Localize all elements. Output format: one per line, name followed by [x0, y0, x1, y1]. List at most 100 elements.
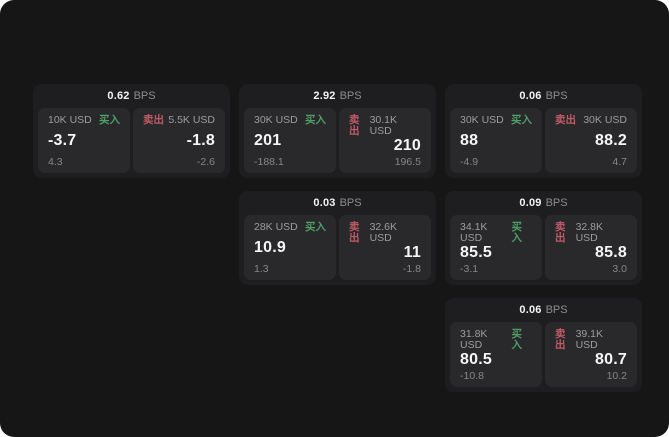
sell-panel-top: 卖出 30K USD: [555, 115, 627, 126]
sell-amount: 39.1K USD: [575, 328, 604, 351]
buy-sub-value: -4.9: [460, 155, 479, 168]
buy-panel-top: 34.1K USD 买入: [460, 222, 532, 243]
sell-amount: 30.1K USD: [369, 114, 398, 137]
buy-sub-value: -188.1: [254, 155, 284, 168]
buy-sub-value: -10.8: [460, 369, 484, 382]
sell-panel-top: 卖出 32.6K USD: [349, 222, 421, 243]
sell-side-label: 卖出: [143, 114, 164, 126]
buy-price: 201: [254, 132, 282, 149]
sell-price: 11: [403, 244, 421, 262]
bps-value: 2.92: [313, 90, 336, 102]
buy-panel[interactable]: 28K USD 买入 10.9 1.3: [244, 215, 336, 280]
sell-sub-value: -2.6: [196, 155, 215, 168]
buy-amount: 34.1K USD: [460, 221, 488, 244]
quote-panels: 34.1K USD 买入 85.5 -3.1 卖出 32.8K USD 85.8…: [450, 215, 637, 280]
buy-panel[interactable]: 30K USD 买入 88 -4.9: [450, 108, 542, 173]
bps-value: 0.06: [519, 304, 542, 316]
card-header: 0.06 BPS: [450, 298, 637, 322]
buy-panel-top: 10K USD 买入: [48, 115, 120, 126]
sell-side-label: 卖出: [349, 114, 360, 137]
sell-sub-value: 196.5: [394, 155, 421, 168]
buy-price: 80.5: [460, 351, 492, 369]
sell-panel-top: 卖出 30.1K USD: [349, 115, 421, 136]
bps-unit-label: BPS: [545, 90, 568, 102]
buy-panel[interactable]: 31.8K USD 买入 80.5 -10.8: [450, 322, 542, 387]
buy-price: 10.9: [254, 239, 286, 256]
quote-panels: 31.8K USD 买入 80.5 -10.8 卖出 39.1K USD 80.…: [450, 322, 637, 387]
sell-panel[interactable]: 卖出 32.8K USD 85.8 3.0: [545, 215, 637, 280]
quote-card[interactable]: 0.06 BPS 31.8K USD 买入 80.5 -10.8 卖出 39.1…: [445, 298, 642, 392]
buy-panel[interactable]: 34.1K USD 买入 85.5 -3.1: [450, 215, 542, 280]
sell-panel[interactable]: 卖出 39.1K USD 80.7 10.2: [545, 322, 637, 387]
buy-side-label: 买入: [99, 114, 120, 126]
sell-panel-top: 卖出 32.8K USD: [555, 222, 627, 243]
buy-amount: 28K USD: [254, 221, 298, 233]
sell-price: 80.7: [595, 351, 627, 369]
buy-amount: 31.8K USD: [460, 328, 488, 351]
sell-side-label: 卖出: [555, 328, 566, 351]
buy-panel-top: 30K USD 买入: [460, 115, 532, 126]
bps-value: 0.62: [107, 90, 130, 102]
sell-panel[interactable]: 卖出 5.5K USD -1.8 -2.6: [133, 108, 225, 173]
sell-side-label: 卖出: [555, 114, 576, 126]
buy-sub-value: -3.1: [460, 262, 479, 275]
bps-value: 0.03: [313, 197, 336, 209]
card-header: 0.03 BPS: [244, 191, 431, 215]
buy-panel[interactable]: 30K USD 买入 201 -188.1: [244, 108, 336, 173]
sell-panel-top: 卖出 39.1K USD: [555, 329, 627, 350]
sell-amount: 32.6K USD: [369, 221, 398, 244]
buy-panel[interactable]: 10K USD 买入 -3.7 4.3: [38, 108, 130, 173]
buy-price: 88: [460, 132, 479, 149]
sell-amount: 32.8K USD: [575, 221, 604, 244]
sell-amount: 30K USD: [583, 114, 627, 126]
sell-sub-value: 10.2: [606, 369, 627, 382]
buy-amount: 30K USD: [254, 114, 298, 126]
sell-amount: 5.5K USD: [168, 114, 215, 126]
sell-sub-value: 3.0: [612, 262, 627, 275]
quote-card[interactable]: 0.03 BPS 28K USD 买入 10.9 1.3 卖出 32.6K US…: [239, 191, 436, 285]
buy-side-label: 买入: [305, 114, 326, 126]
buy-sub-value: 4.3: [48, 155, 63, 168]
card-header: 2.92 BPS: [244, 84, 431, 108]
sell-side-label: 卖出: [349, 221, 360, 244]
quote-card[interactable]: 0.09 BPS 34.1K USD 买入 85.5 -3.1 卖出 32.8K…: [445, 191, 642, 285]
bps-value: 0.06: [519, 90, 542, 102]
sell-panel[interactable]: 卖出 30.1K USD 210 196.5: [339, 108, 431, 173]
bps-unit-label: BPS: [339, 90, 362, 102]
quote-card-grid: 0.62 BPS 10K USD 买入 -3.7 4.3 卖出 5.5K USD…: [33, 84, 642, 392]
sell-price: 88.2: [595, 132, 627, 149]
buy-side-label: 买入: [511, 221, 522, 244]
bps-unit-label: BPS: [545, 304, 568, 316]
sell-side-label: 卖出: [555, 221, 566, 244]
quote-panels: 30K USD 买入 88 -4.9 卖出 30K USD 88.2 4.7: [450, 108, 637, 173]
sell-panel[interactable]: 卖出 30K USD 88.2 4.7: [545, 108, 637, 173]
sell-sub-value: -1.8: [402, 262, 421, 275]
buy-price: -3.7: [48, 132, 77, 149]
buy-panel-top: 28K USD 买入: [254, 222, 326, 233]
bps-unit-label: BPS: [133, 90, 156, 102]
buy-amount: 30K USD: [460, 114, 504, 126]
buy-panel-top: 30K USD 买入: [254, 115, 326, 126]
quote-card[interactable]: 0.06 BPS 30K USD 买入 88 -4.9 卖出 30K USD 8…: [445, 84, 642, 178]
quote-panels: 28K USD 买入 10.9 1.3 卖出 32.6K USD 11 -1.8: [244, 215, 431, 280]
bps-value: 0.09: [519, 197, 542, 209]
card-header: 0.09 BPS: [450, 191, 637, 215]
buy-side-label: 买入: [511, 114, 532, 126]
buy-side-label: 买入: [305, 221, 326, 233]
card-header: 0.62 BPS: [38, 84, 225, 108]
sell-panel-top: 卖出 5.5K USD: [143, 115, 215, 126]
quote-card[interactable]: 2.92 BPS 30K USD 买入 201 -188.1 卖出 30.1K …: [239, 84, 436, 178]
quote-card[interactable]: 0.62 BPS 10K USD 买入 -3.7 4.3 卖出 5.5K USD…: [33, 84, 230, 178]
quote-panels: 30K USD 买入 201 -188.1 卖出 30.1K USD 210 1…: [244, 108, 431, 173]
bps-unit-label: BPS: [545, 197, 568, 209]
sell-panel[interactable]: 卖出 32.6K USD 11 -1.8: [339, 215, 431, 280]
sell-price: -1.8: [186, 132, 215, 149]
buy-price: 85.5: [460, 244, 492, 262]
buy-panel-top: 31.8K USD 买入: [460, 329, 532, 350]
buy-amount: 10K USD: [48, 114, 92, 126]
sell-sub-value: 4.7: [612, 155, 627, 168]
bps-unit-label: BPS: [339, 197, 362, 209]
sell-price: 210: [393, 137, 421, 155]
quote-panels: 10K USD 买入 -3.7 4.3 卖出 5.5K USD -1.8 -2.…: [38, 108, 225, 173]
